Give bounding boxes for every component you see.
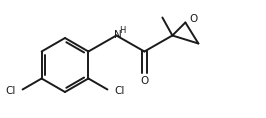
Text: O: O bbox=[189, 15, 198, 25]
Text: Cl: Cl bbox=[5, 86, 16, 95]
Text: O: O bbox=[140, 76, 148, 86]
Text: H: H bbox=[119, 26, 126, 35]
Text: N: N bbox=[114, 30, 121, 40]
Text: Cl: Cl bbox=[114, 86, 125, 95]
